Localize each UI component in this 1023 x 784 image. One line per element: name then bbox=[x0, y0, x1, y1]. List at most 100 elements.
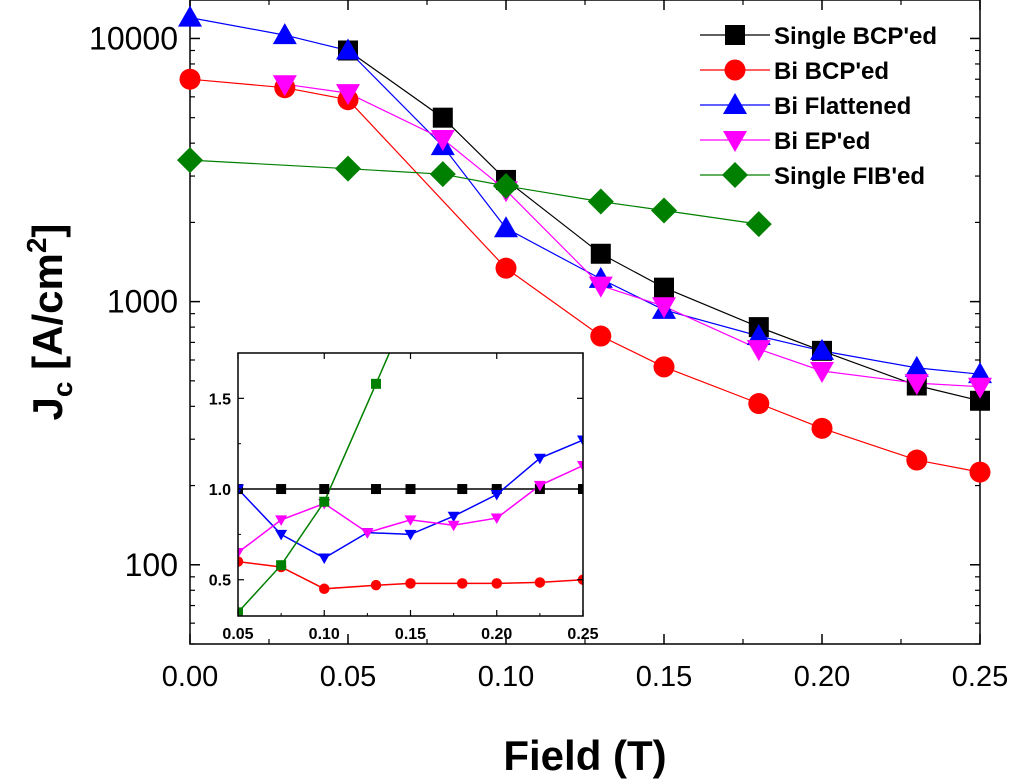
inset-data-point bbox=[371, 378, 381, 389]
inset-data-point bbox=[370, 579, 382, 591]
data-point bbox=[970, 390, 990, 411]
x-tick-label: 0.05 bbox=[320, 661, 376, 693]
inset-data-point bbox=[534, 577, 546, 588]
inset-data-point bbox=[319, 583, 330, 595]
data-point bbox=[810, 338, 834, 360]
legend-label: Single FIB'ed bbox=[774, 163, 925, 190]
inset-data-point bbox=[319, 484, 330, 495]
inset-data-point bbox=[490, 489, 503, 501]
data-point bbox=[904, 355, 929, 377]
data-point bbox=[746, 324, 771, 346]
data-point bbox=[493, 173, 519, 200]
inset-data-point bbox=[457, 484, 468, 495]
data-point bbox=[178, 5, 202, 27]
data-point bbox=[904, 374, 929, 396]
inset-data-point bbox=[276, 560, 287, 571]
inset-data-point bbox=[404, 515, 417, 526]
legend-marker bbox=[722, 162, 748, 188]
data-point bbox=[590, 325, 612, 347]
inset-x-tick-label: 0.05 bbox=[222, 626, 253, 643]
inset-data-point bbox=[388, 339, 398, 349]
inset-x-tick-label: 0.25 bbox=[567, 626, 598, 643]
inset-data-point bbox=[447, 520, 460, 532]
x-tick-label: 0.15 bbox=[636, 661, 692, 693]
inset-data-point bbox=[371, 484, 381, 495]
data-point bbox=[748, 393, 770, 415]
data-point bbox=[336, 84, 360, 106]
data-point bbox=[654, 277, 674, 298]
inset-data-point bbox=[404, 529, 417, 541]
data-point bbox=[590, 243, 611, 264]
inset-data-point bbox=[405, 578, 416, 589]
data-point bbox=[810, 361, 834, 383]
inset-y-tick-label: 1.0 bbox=[209, 482, 231, 499]
series-line bbox=[189, 159, 759, 225]
inset-data-point bbox=[275, 515, 288, 526]
data-point bbox=[652, 297, 676, 319]
main-plot: 0.00 0.05 0.10 0.15 0.20 0.25 100 1000 10000 Fie… bbox=[21, 0, 1008, 779]
inset-data-point bbox=[319, 496, 330, 507]
inset-data-point bbox=[275, 529, 288, 541]
y-tick-label: 100 bbox=[125, 547, 178, 583]
data-point bbox=[430, 129, 455, 151]
inset-data-point bbox=[361, 528, 374, 539]
legend-label: Bi EP'ed bbox=[774, 128, 870, 155]
inset-data-point bbox=[238, 484, 244, 496]
inset-axis-ticks: 0.05 0.10 0.15 0.20 0.25 0.5 1.0 1.5 bbox=[209, 353, 599, 643]
inset-data-point bbox=[276, 484, 287, 495]
x-tick-label: 0.20 bbox=[794, 661, 850, 693]
series-line bbox=[189, 78, 981, 473]
data-point bbox=[969, 461, 991, 483]
legend-label: Bi Flattened bbox=[774, 93, 911, 120]
y-axis-label-sub: c bbox=[47, 382, 78, 398]
legend-item: Bi BCP'ed bbox=[700, 58, 889, 85]
inset-data-point bbox=[533, 453, 546, 465]
data-point bbox=[272, 75, 297, 97]
data-point bbox=[588, 276, 613, 298]
inset-data-point bbox=[577, 460, 583, 472]
data-point bbox=[494, 216, 518, 238]
inset-data-point bbox=[318, 553, 331, 564]
inset-x-tick-label: 0.15 bbox=[395, 626, 426, 643]
series-line bbox=[284, 83, 981, 388]
data-point bbox=[336, 38, 360, 60]
inset-y-tick-label: 1.5 bbox=[209, 391, 231, 408]
inset-data-point bbox=[490, 513, 503, 525]
data-point bbox=[432, 107, 453, 128]
inset-data-point bbox=[491, 578, 502, 589]
x-tick-label: 0.10 bbox=[478, 661, 534, 693]
inset-data-point bbox=[577, 435, 583, 447]
legend-item: Single FIB'ed bbox=[700, 162, 925, 190]
y-tick-label: 10000 bbox=[89, 20, 178, 56]
inset-data-point bbox=[491, 484, 502, 495]
legend: Single BCP'ed Bi BCP'ed Bi Flattened Bi EP'… bbox=[700, 23, 937, 190]
y-axis-label: Jc [A/cm2] bbox=[21, 224, 78, 421]
legend-label: Bi BCP'ed bbox=[774, 58, 889, 85]
inset-data-point bbox=[238, 556, 244, 567]
data-point bbox=[906, 449, 928, 471]
inset-data-point bbox=[238, 548, 244, 559]
data-point bbox=[651, 197, 677, 224]
data-point bbox=[335, 155, 361, 182]
data-point bbox=[429, 161, 456, 188]
data-point bbox=[811, 417, 833, 439]
inset-y-tick-label: 0.5 bbox=[209, 573, 231, 590]
x-tick-label: 0.00 bbox=[162, 661, 218, 693]
inset-data-point bbox=[457, 578, 468, 589]
data-point bbox=[745, 211, 772, 238]
y-axis-label-main: J bbox=[24, 397, 71, 420]
y-axis-label-unit-close: ] bbox=[24, 224, 71, 238]
main-series-layer bbox=[177, 5, 992, 483]
inset-plot: 0.05 0.10 0.15 0.20 0.25 0.5 1.0 1.5 bbox=[209, 339, 599, 643]
y-tick-label: 1000 bbox=[107, 284, 178, 320]
legend-marker bbox=[725, 25, 745, 45]
y-axis-label-unit-exponent: 2 bbox=[21, 238, 52, 254]
legend-label: Single BCP'ed bbox=[774, 23, 937, 50]
legend-marker bbox=[723, 93, 747, 114]
data-point bbox=[587, 188, 614, 215]
y-axis-label-unit: [A/cm bbox=[24, 253, 71, 381]
main-axis-ticks: 0.00 0.05 0.10 0.15 0.20 0.25 100 1000 10000 bbox=[89, 0, 1008, 693]
data-point bbox=[177, 147, 203, 174]
legend-item: Bi EP'ed bbox=[700, 128, 870, 155]
